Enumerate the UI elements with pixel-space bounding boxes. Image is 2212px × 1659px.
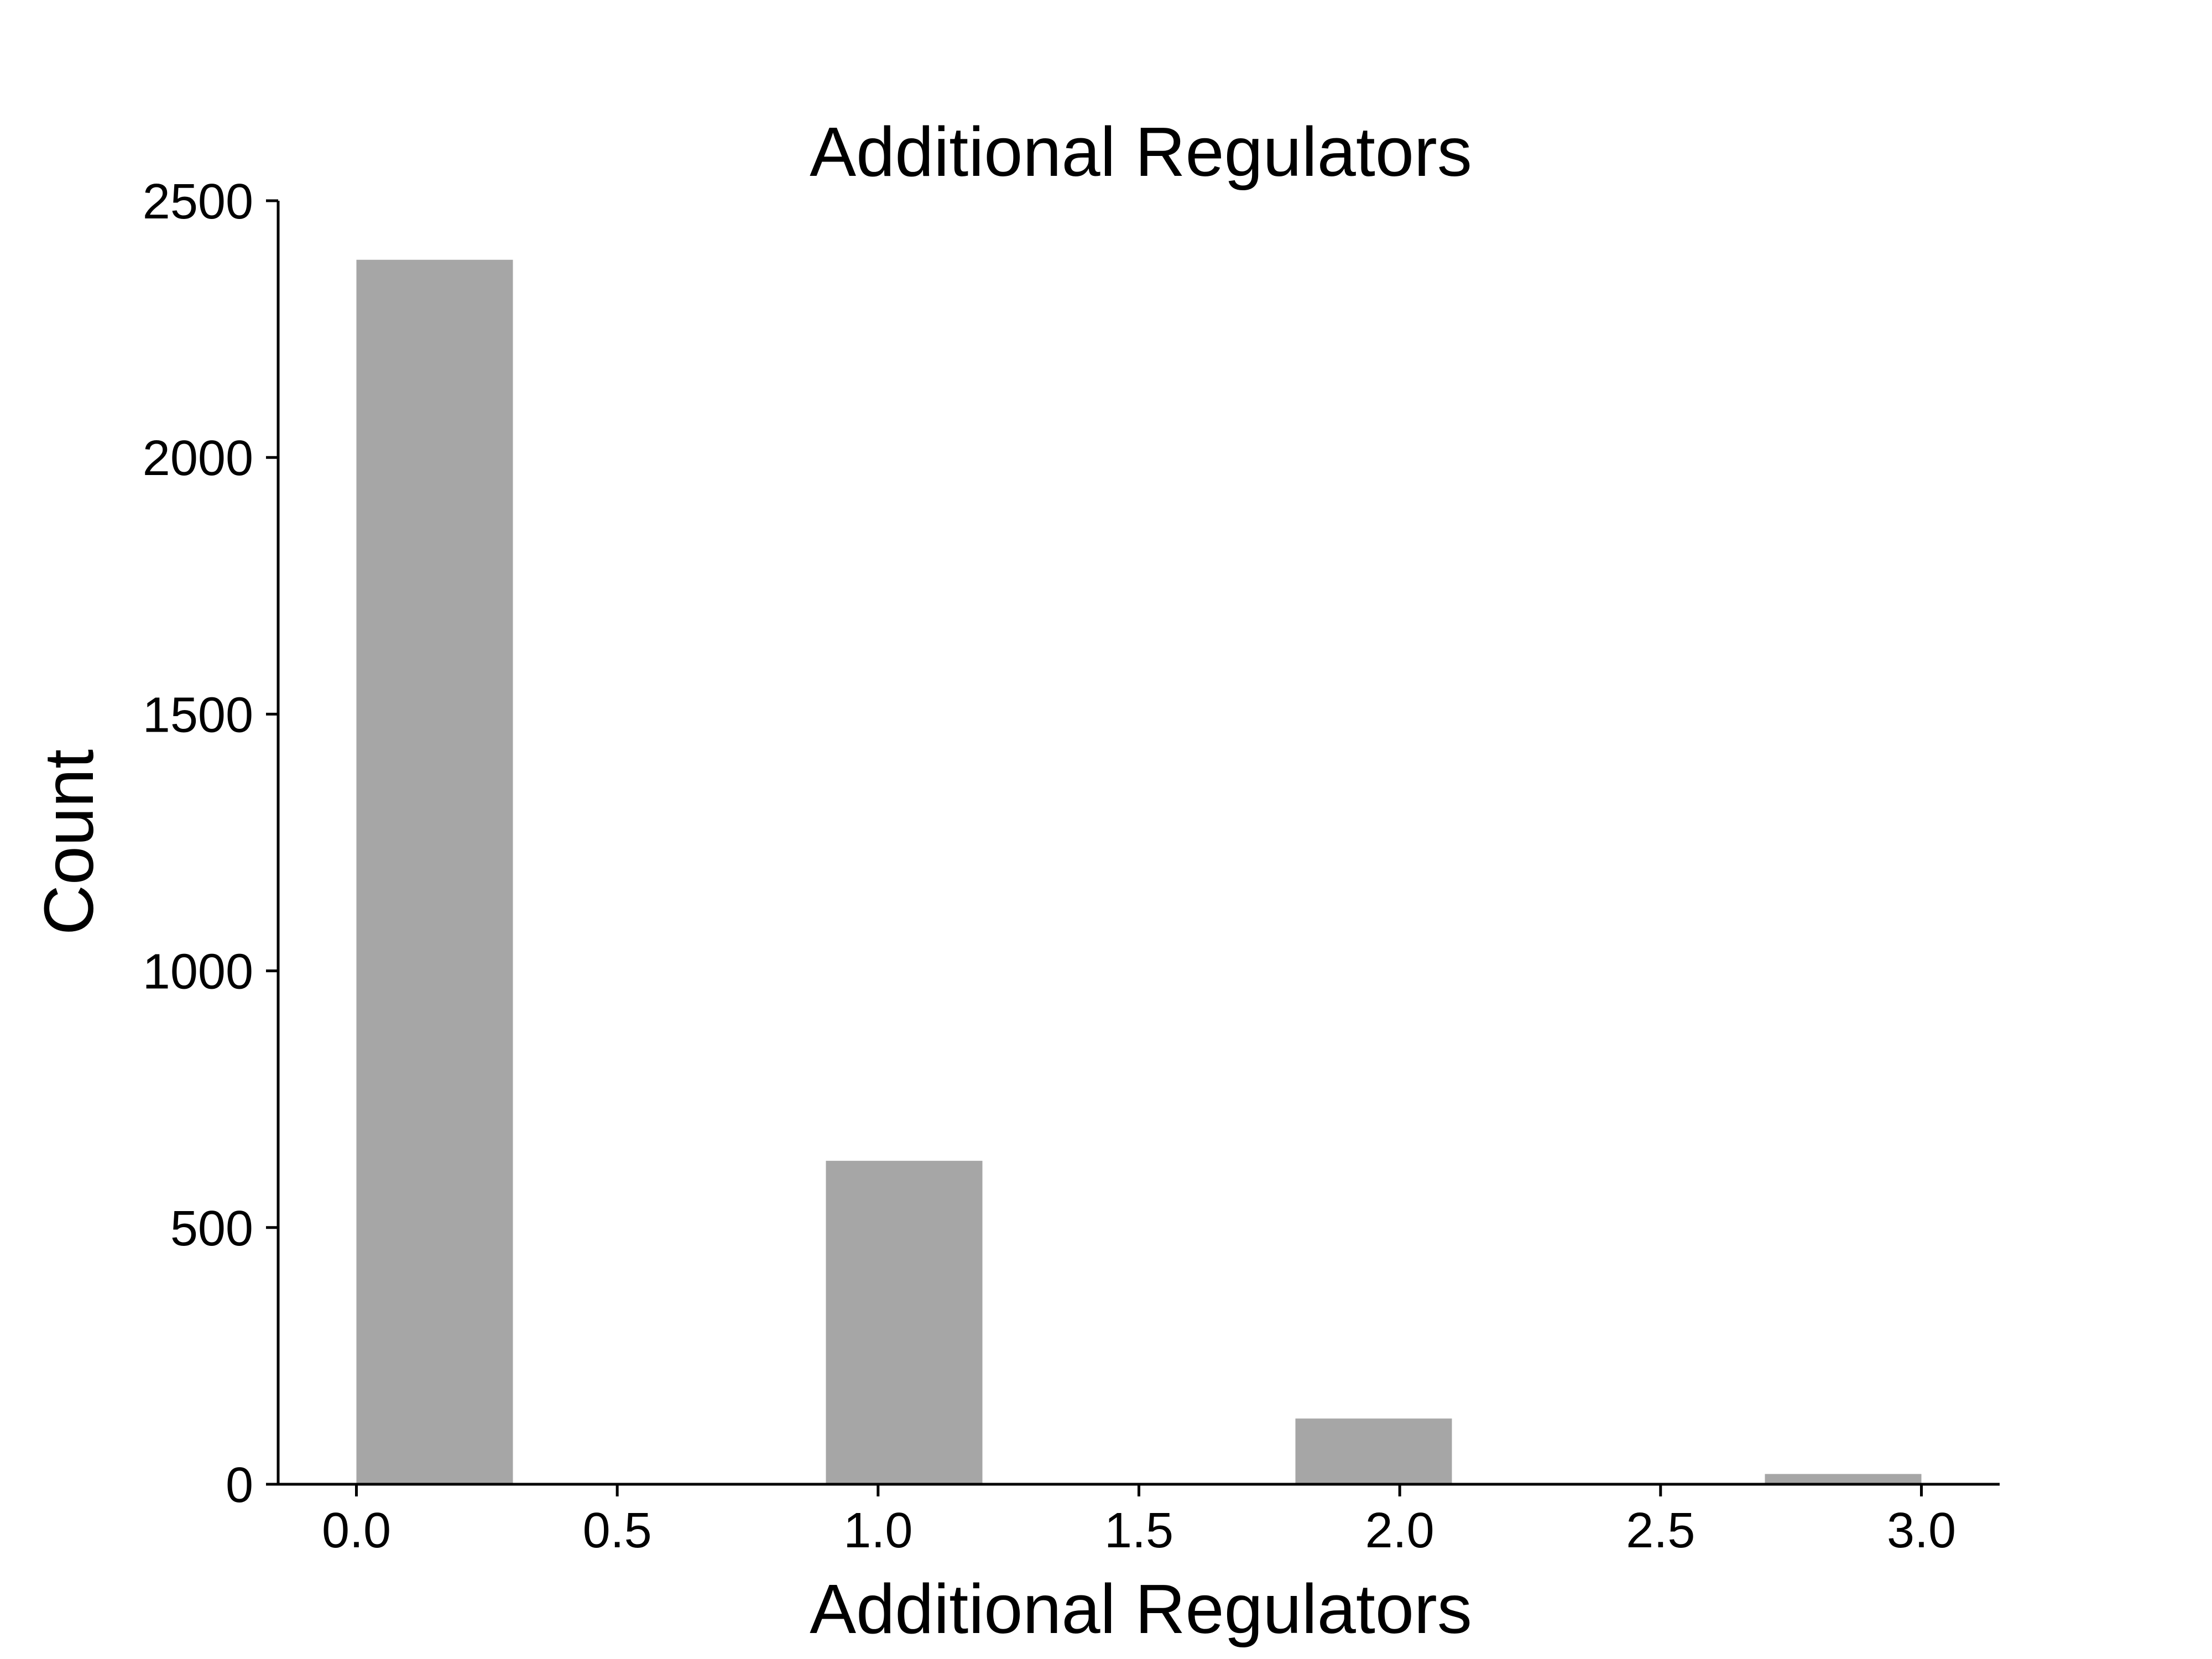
histogram-bar xyxy=(1765,1474,1922,1484)
x-tick-label: 3.0 xyxy=(1887,1503,1956,1558)
y-tick-label: 2500 xyxy=(143,174,253,229)
x-axis-ticks: 0.0 0.5 1.0 1.5 2.0 2.5 3.0 xyxy=(322,1484,1956,1558)
histogram-bar xyxy=(356,259,513,1484)
x-axis-label: Additional Regulators xyxy=(810,1570,1472,1648)
x-tick-label: 2.0 xyxy=(1365,1503,1434,1558)
y-axis-label: Count xyxy=(30,749,108,935)
y-tick-label: 1000 xyxy=(143,945,253,1000)
histogram-bar xyxy=(826,1161,983,1484)
x-tick-label: 1.0 xyxy=(843,1503,912,1558)
y-axis-ticks: 0 500 1000 1500 2000 2500 xyxy=(143,174,278,1513)
y-tick-label: 2000 xyxy=(143,431,253,486)
x-tick-label: 0.0 xyxy=(322,1503,391,1558)
y-tick-label: 0 xyxy=(226,1458,253,1513)
y-tick-label: 1500 xyxy=(143,687,253,743)
histogram-bar xyxy=(1295,1418,1452,1484)
y-tick-label: 500 xyxy=(170,1201,253,1256)
x-tick-label: 1.5 xyxy=(1104,1503,1173,1558)
bars-group xyxy=(356,259,1922,1484)
x-tick-label: 2.5 xyxy=(1626,1503,1695,1558)
x-tick-label: 0.5 xyxy=(583,1503,652,1558)
chart-title: Additional Regulators xyxy=(810,113,1472,191)
